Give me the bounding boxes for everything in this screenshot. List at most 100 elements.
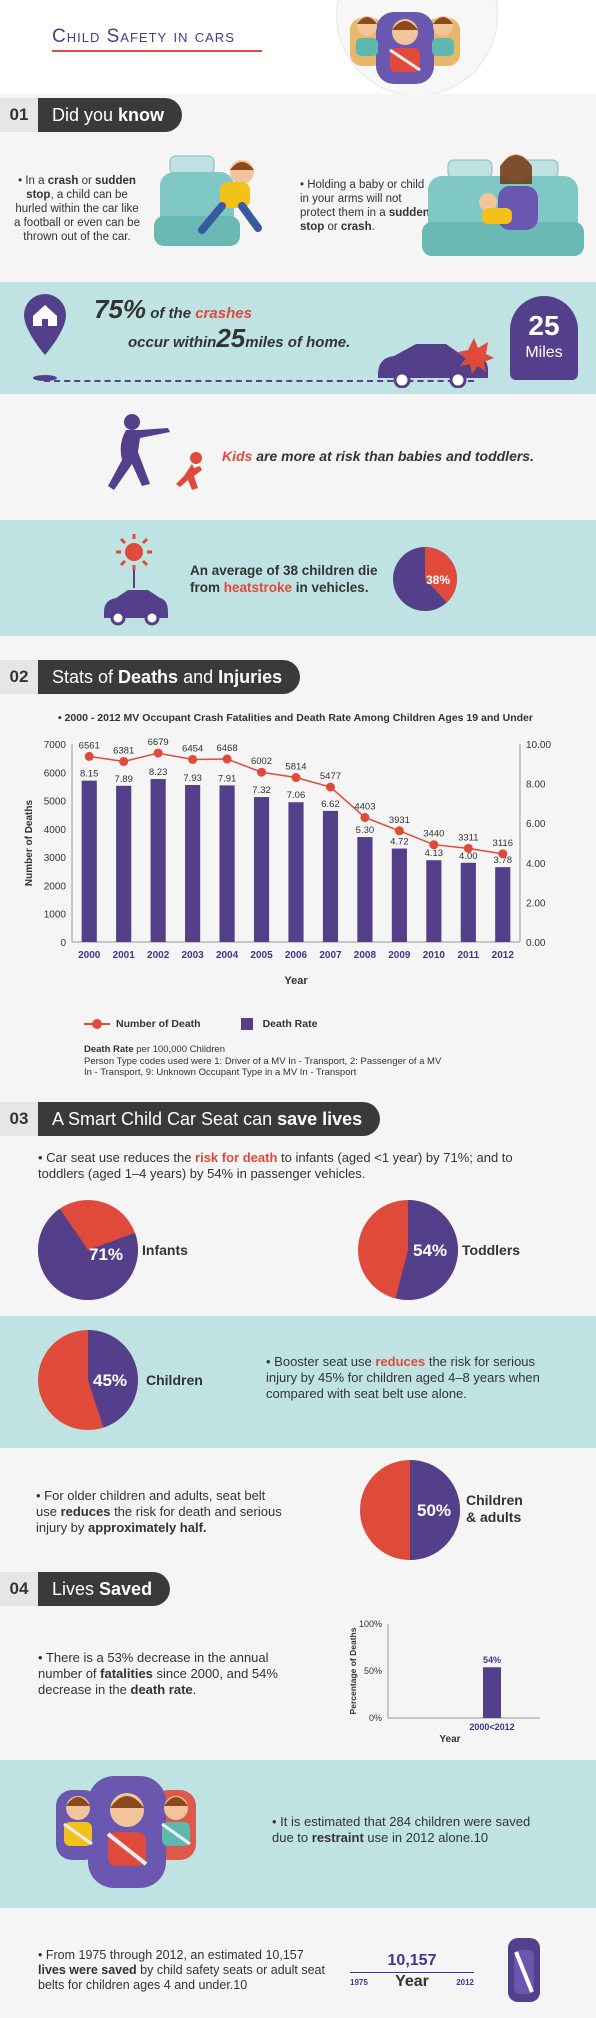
y-tick-label: 2000 bbox=[44, 881, 67, 892]
x-tick-label: 2010 bbox=[423, 950, 446, 961]
crash-fact: • In a crash or sudden stop, a child can… bbox=[14, 175, 140, 243]
section-title: Stats of Deaths and Injuries bbox=[52, 666, 283, 687]
pie-value-slice bbox=[37, 1208, 138, 1300]
legend-number-of-death: Number of Death bbox=[116, 1018, 201, 1030]
pie-value-slice bbox=[425, 547, 457, 603]
death-rate-label: 8.15 bbox=[80, 769, 99, 780]
legend-line-icon bbox=[84, 1019, 110, 1029]
legend-bar-swatch bbox=[240, 1018, 253, 1030]
restraint-row: • It is estimated that 284 children were… bbox=[0, 1760, 596, 1908]
y2-tick-label: 10.00 bbox=[526, 740, 551, 751]
section-number: 02 bbox=[0, 660, 38, 694]
lives-saved-total-row: • From 1975 through 2012, an estimated 1… bbox=[0, 1908, 596, 2018]
section-01-heading: 01 Did you know bbox=[0, 98, 183, 132]
year-start: 1975 bbox=[350, 1977, 368, 1987]
death-rate-label: 7.89 bbox=[114, 774, 133, 785]
adult-chasing-child-icon bbox=[108, 414, 202, 490]
deaths-point bbox=[222, 754, 232, 764]
deaths-label: 3440 bbox=[423, 829, 444, 840]
section-number: 01 bbox=[0, 98, 38, 132]
section-number: 04 bbox=[0, 1572, 38, 1606]
legend-death-rate: Death Rate bbox=[262, 1018, 318, 1030]
adults-pie-label: 50% bbox=[417, 1501, 451, 1520]
death-rate-label: 4.13 bbox=[425, 848, 444, 859]
lives-saved-figure: 10,157 1975 Year 2012 bbox=[350, 1952, 474, 1991]
page-title: Child Safety in cars bbox=[52, 26, 235, 47]
death-rate-label: 7.91 bbox=[218, 773, 237, 784]
holding-baby-fact: • Holding a baby or child in your arms w… bbox=[300, 179, 430, 233]
heatstroke-row: An average of 38 children die from heats… bbox=[0, 520, 596, 636]
sun-car-icon bbox=[104, 534, 168, 626]
distance-dashed-line bbox=[44, 380, 474, 382]
death-rate-bar bbox=[185, 784, 201, 942]
x-axis-title: Year bbox=[284, 975, 308, 987]
mini-x-title: Year bbox=[439, 1734, 460, 1745]
children-label: Children bbox=[146, 1372, 203, 1388]
seat-belt-text: • For older children and adults, seat be… bbox=[36, 1488, 282, 1535]
heatstroke-pie: 38% bbox=[393, 547, 457, 611]
x-tick-label: 2006 bbox=[285, 950, 308, 961]
mini-y-title: Percentage of Deaths bbox=[348, 1627, 358, 1714]
deaths-point bbox=[119, 757, 129, 767]
deaths-label: 3116 bbox=[493, 838, 513, 849]
death-rate-bar bbox=[288, 802, 304, 942]
chart-legend: Number of Death Death Rate bbox=[84, 1018, 317, 1030]
x-tick-label: 2004 bbox=[216, 950, 239, 961]
section-stats: 02 Stats of Deaths and Injuries • 2000 -… bbox=[0, 636, 596, 1102]
home-location-pin-icon bbox=[24, 294, 66, 381]
toddlers-pie: 54% bbox=[358, 1200, 458, 1300]
deaths-label: 6679 bbox=[148, 737, 169, 748]
chart-title: • 2000 - 2012 MV Occupant Crash Fataliti… bbox=[58, 712, 533, 724]
seat-belt-row: • For older children and adults, seat be… bbox=[0, 1448, 596, 1572]
decrease-text: • There is a 53% decrease in the annual … bbox=[38, 1650, 278, 1697]
section-02-heading: 02 Stats of Deaths and Injuries bbox=[0, 660, 301, 694]
y-tick-label: 0 bbox=[60, 938, 66, 949]
deaths-point bbox=[291, 773, 301, 783]
deaths-label: 6468 bbox=[217, 743, 238, 754]
deaths-label: 6381 bbox=[113, 746, 134, 757]
toddlers-label: Toddlers bbox=[462, 1242, 521, 1258]
mini-bar-label: 54% bbox=[483, 1655, 501, 1665]
lives-saved-number: 10,157 bbox=[387, 1952, 437, 1969]
x-tick-label: 2001 bbox=[113, 950, 136, 961]
death-rate-bar bbox=[495, 867, 511, 942]
death-rate-label: 4.72 bbox=[390, 837, 409, 848]
y2-tick-label: 0.00 bbox=[526, 938, 546, 949]
booster-text: • Booster seat use reduces the risk for … bbox=[266, 1354, 540, 1401]
deaths-label: 5477 bbox=[320, 771, 341, 782]
deaths-label: 6454 bbox=[182, 743, 203, 754]
x-tick-label: 2008 bbox=[354, 950, 377, 961]
car-seat-belt-icon bbox=[508, 1938, 540, 2002]
death-rate-label: 7.06 bbox=[287, 790, 306, 801]
deaths-point bbox=[498, 849, 508, 859]
y-axis-title: Number of Deaths bbox=[24, 800, 35, 887]
toddlers-pie-label: 54% bbox=[413, 1241, 447, 1260]
kids-car-seat-icon bbox=[350, 12, 460, 84]
y2-tick-label: 6.00 bbox=[526, 819, 546, 830]
kids-risk-text: Kids are more at risk than babies and to… bbox=[222, 448, 534, 464]
mini-y-tick: 100% bbox=[359, 1619, 382, 1629]
car-crash-icon bbox=[378, 338, 494, 388]
adults-label: Children & adults bbox=[466, 1492, 523, 1525]
children-pie: 45% bbox=[38, 1330, 138, 1430]
mini-bar bbox=[483, 1667, 501, 1718]
crashes-stat: 75% of the crashes occur within25miles o… bbox=[94, 294, 351, 353]
deaths-point bbox=[84, 751, 94, 761]
death-rate-label: 6.62 bbox=[321, 799, 340, 810]
deaths-point bbox=[429, 840, 439, 850]
section-title: Lives Saved bbox=[52, 1578, 153, 1599]
booster-row: 45% Children • Booster seat use reduces … bbox=[0, 1316, 596, 1448]
pie-value-slice bbox=[395, 1200, 458, 1300]
deaths-label: 6561 bbox=[79, 740, 100, 751]
x-tick-label: 2009 bbox=[388, 950, 411, 961]
y2-tick-label: 4.00 bbox=[526, 859, 546, 870]
death-rate-bar bbox=[391, 848, 407, 942]
deaths-point bbox=[360, 812, 370, 822]
x-tick-label: 2007 bbox=[319, 950, 342, 961]
death-rate-bar bbox=[426, 860, 442, 942]
pie-value-slice bbox=[410, 1460, 460, 1560]
deaths-label: 6002 bbox=[251, 756, 272, 767]
y-tick-label: 4000 bbox=[44, 825, 67, 836]
y-tick-label: 7000 bbox=[44, 740, 67, 751]
header: Child Safety in cars bbox=[0, 0, 596, 96]
